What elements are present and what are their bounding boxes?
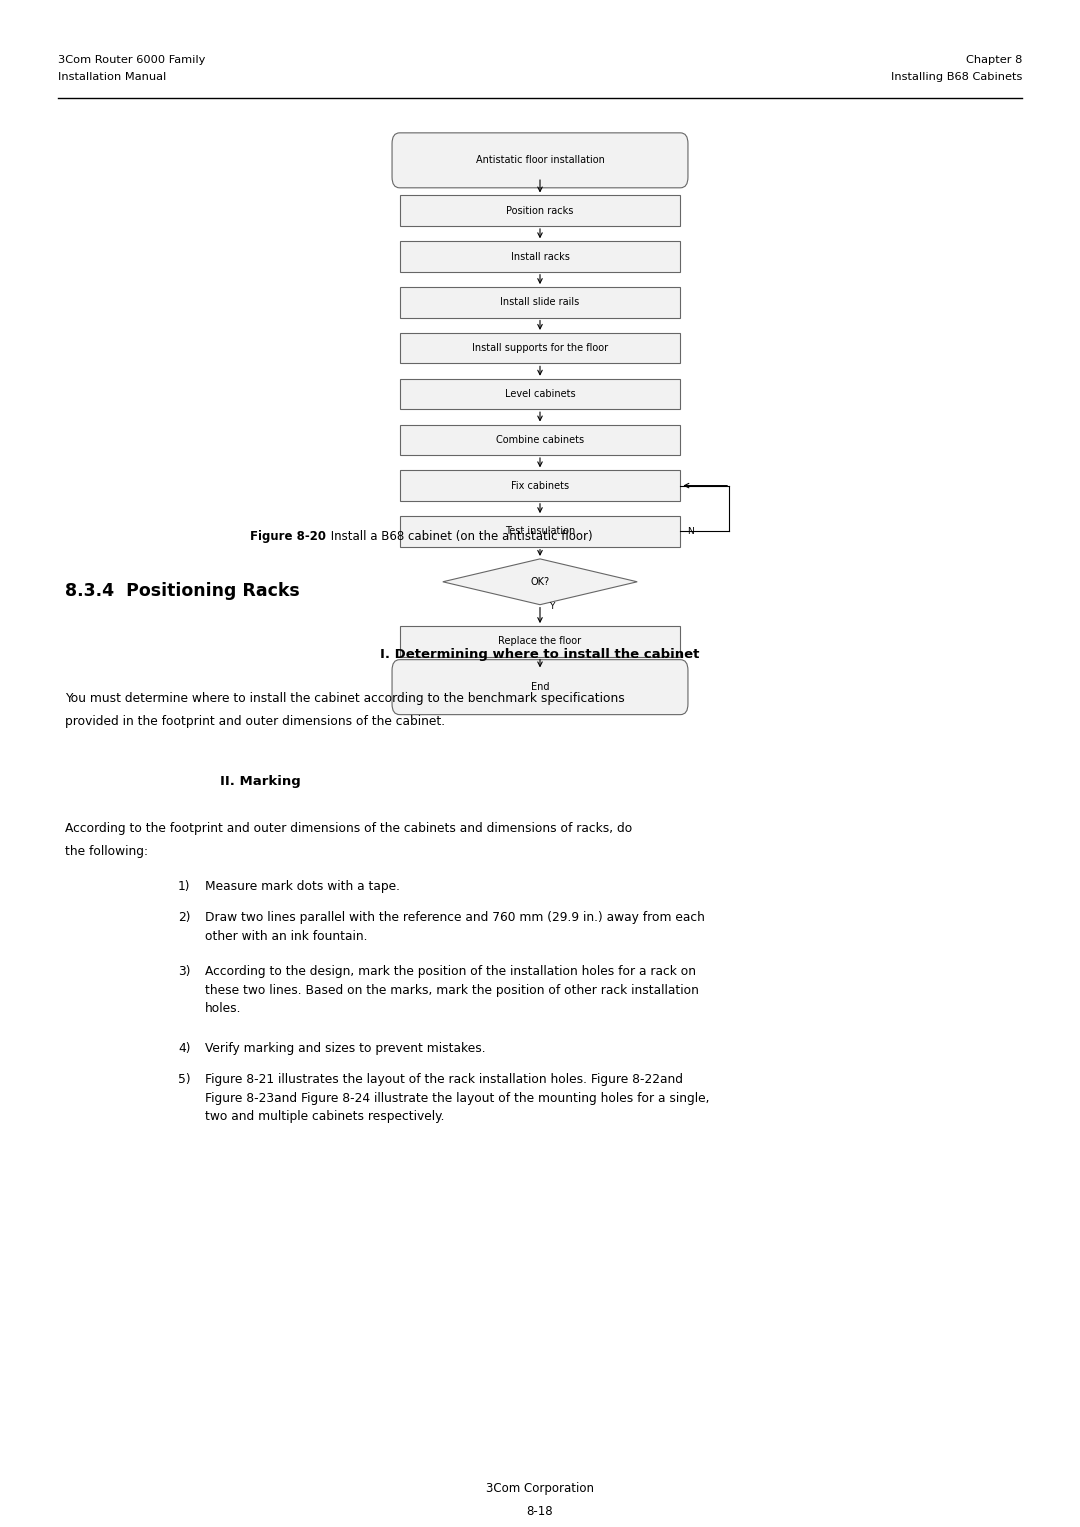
Text: Installation Manual: Installation Manual — [58, 72, 166, 82]
Text: Install slide rails: Install slide rails — [500, 298, 580, 307]
FancyBboxPatch shape — [400, 333, 680, 363]
Text: 1): 1) — [178, 880, 190, 893]
Text: Verify marking and sizes to prevent mistakes.: Verify marking and sizes to prevent mist… — [205, 1041, 486, 1055]
Text: I. Determining where to install the cabinet: I. Determining where to install the cabi… — [380, 647, 700, 661]
Text: According to the footprint and outer dimensions of the cabinets and dimensions o: According to the footprint and outer dim… — [65, 822, 632, 835]
Text: Level cabinets: Level cabinets — [504, 389, 576, 399]
Text: Antistatic floor installation: Antistatic floor installation — [475, 156, 605, 165]
Text: 8-18: 8-18 — [527, 1506, 553, 1518]
Text: Install supports for the floor: Install supports for the floor — [472, 344, 608, 353]
FancyBboxPatch shape — [400, 195, 680, 226]
FancyBboxPatch shape — [400, 379, 680, 409]
Text: Install a B68 cabinet (on the antistatic floor): Install a B68 cabinet (on the antistatic… — [327, 530, 593, 544]
Text: Measure mark dots with a tape.: Measure mark dots with a tape. — [205, 880, 400, 893]
Text: 3Com Router 6000 Family: 3Com Router 6000 Family — [58, 55, 205, 66]
Text: Test insulation: Test insulation — [504, 527, 576, 536]
Text: 8.3.4  Positioning Racks: 8.3.4 Positioning Racks — [65, 582, 300, 600]
FancyBboxPatch shape — [400, 626, 680, 657]
Text: II. Marking: II. Marking — [220, 776, 300, 788]
Text: Chapter 8: Chapter 8 — [966, 55, 1022, 66]
Text: 3Com Corporation: 3Com Corporation — [486, 1483, 594, 1495]
Text: Fix cabinets: Fix cabinets — [511, 481, 569, 490]
FancyBboxPatch shape — [392, 660, 688, 715]
Text: Installing B68 Cabinets: Installing B68 Cabinets — [891, 72, 1022, 82]
Text: You must determine where to install the cabinet according to the benchmark speci: You must determine where to install the … — [65, 692, 624, 705]
FancyBboxPatch shape — [392, 133, 688, 188]
Text: Figure 8-20: Figure 8-20 — [249, 530, 326, 544]
Text: provided in the footprint and outer dimensions of the cabinet.: provided in the footprint and outer dime… — [65, 715, 445, 728]
Text: Y: Y — [549, 602, 554, 611]
Text: According to the design, mark the position of the installation holes for a rack : According to the design, mark the positi… — [205, 965, 699, 1015]
Text: Figure 8-21 illustrates the layout of the rack installation holes. Figure 8-22an: Figure 8-21 illustrates the layout of th… — [205, 1073, 710, 1124]
Text: Replace the floor: Replace the floor — [499, 637, 581, 646]
Text: 4): 4) — [178, 1041, 190, 1055]
FancyBboxPatch shape — [400, 516, 680, 547]
Text: Install racks: Install racks — [511, 252, 569, 261]
Text: Draw two lines parallel with the reference and 760 mm (29.9 in.) away from each
: Draw two lines parallel with the referen… — [205, 912, 705, 942]
Text: Position racks: Position racks — [507, 206, 573, 215]
FancyBboxPatch shape — [400, 287, 680, 318]
Text: 3): 3) — [178, 965, 190, 979]
Text: 5): 5) — [178, 1073, 191, 1086]
Polygon shape — [443, 559, 637, 605]
FancyBboxPatch shape — [400, 470, 680, 501]
Text: N: N — [687, 527, 693, 536]
Text: End: End — [530, 683, 550, 692]
Text: 2): 2) — [178, 912, 190, 924]
Text: the following:: the following: — [65, 844, 148, 858]
Text: Combine cabinets: Combine cabinets — [496, 435, 584, 444]
Text: OK?: OK? — [530, 577, 550, 586]
FancyBboxPatch shape — [400, 241, 680, 272]
FancyBboxPatch shape — [400, 425, 680, 455]
